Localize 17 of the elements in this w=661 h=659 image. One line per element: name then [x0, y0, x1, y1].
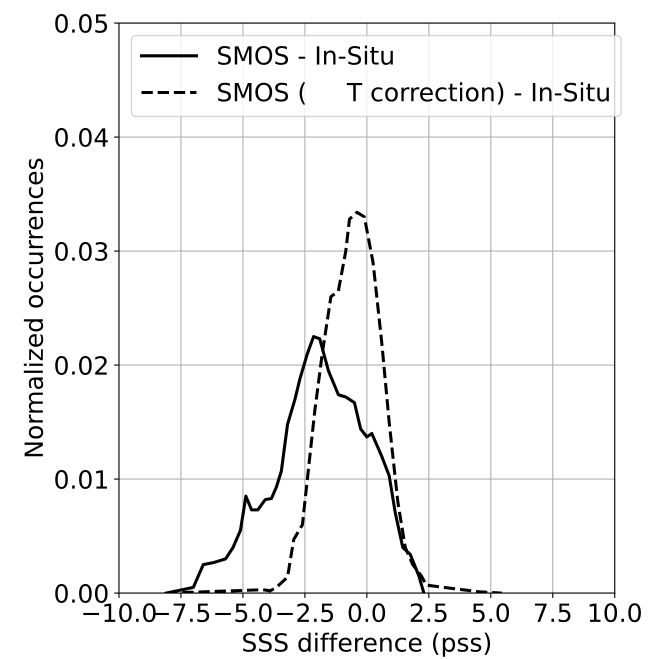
x-axis-title: SSS difference (pss): [243, 632, 490, 657]
y-tick-label: 0.04: [55, 128, 108, 147]
x-tick-label: 0.0: [348, 603, 386, 622]
x-tick-label: 2.5: [410, 603, 447, 622]
y-tick-label: 0.00: [55, 584, 108, 603]
x-tick-label: 7.5: [534, 604, 570, 622]
x-tick-label: 5.0: [472, 603, 510, 622]
x-tick-label: −5.0: [215, 603, 272, 622]
y-tick-label: 0.02: [55, 356, 107, 375]
x-tick-label: 10.0: [590, 603, 641, 622]
y-axis-title: Normalized occurrences: [24, 158, 44, 456]
y-tick-label: 0.01: [55, 470, 107, 489]
legend-label: SMOS ( T correction) - In-Situ: [218, 82, 609, 105]
x-tick-label: −2.5: [277, 603, 334, 622]
y-tick-label: 0.05: [55, 14, 108, 33]
legend-label: SMOS - In-Situ: [218, 46, 393, 65]
y-tick-label: 0.03: [55, 242, 108, 261]
